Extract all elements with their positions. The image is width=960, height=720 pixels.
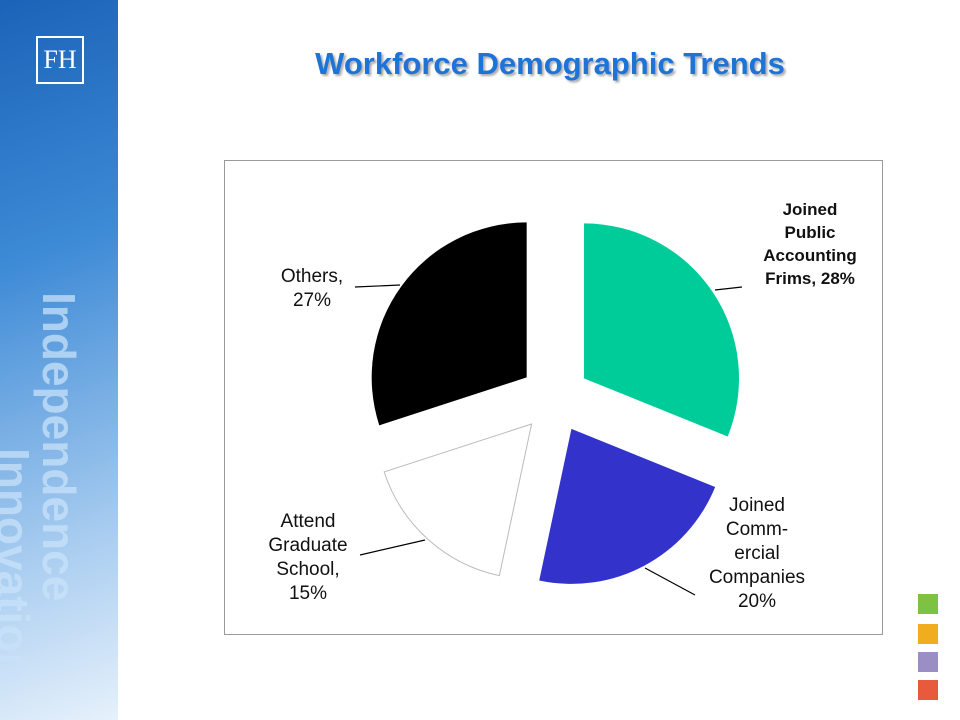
category-label: Others, bbox=[280, 266, 344, 287]
pie-slice bbox=[371, 222, 527, 426]
data-label: Others, 27% bbox=[212, 265, 412, 313]
data-label: Joined Comm- ercial Companies 20% bbox=[657, 494, 857, 614]
leader-line bbox=[354, 284, 401, 288]
pie-slice bbox=[539, 428, 716, 584]
value-label: 27% bbox=[292, 290, 332, 311]
deco-square bbox=[918, 652, 938, 672]
logo: FH bbox=[36, 36, 84, 84]
deco-square bbox=[918, 624, 938, 644]
value-label: 20% bbox=[737, 591, 777, 612]
chart-title: Workforce Demographic Trends bbox=[315, 46, 785, 81]
leader-line bbox=[644, 567, 696, 596]
data-label: Joined Public Accounting Frims, 28% bbox=[710, 198, 910, 290]
category-label: Joined Public Accounting Frims, bbox=[763, 200, 857, 288]
leader-lines bbox=[354, 284, 743, 596]
pie-slice bbox=[383, 423, 533, 577]
category-label: Attend Graduate School, bbox=[268, 511, 348, 580]
pie-slice bbox=[584, 223, 740, 437]
value-label: 28% bbox=[820, 269, 855, 288]
sidebar: FH Independence Innovation bbox=[0, 0, 118, 720]
data-label: Attend Graduate School, 15% bbox=[208, 510, 408, 606]
leader-line bbox=[714, 286, 743, 291]
category-label: Joined Comm- ercial Companies bbox=[708, 495, 806, 588]
deco-square bbox=[918, 594, 938, 614]
value-label: 15% bbox=[288, 583, 328, 604]
leader-line bbox=[359, 539, 426, 556]
deco-square bbox=[918, 680, 938, 700]
